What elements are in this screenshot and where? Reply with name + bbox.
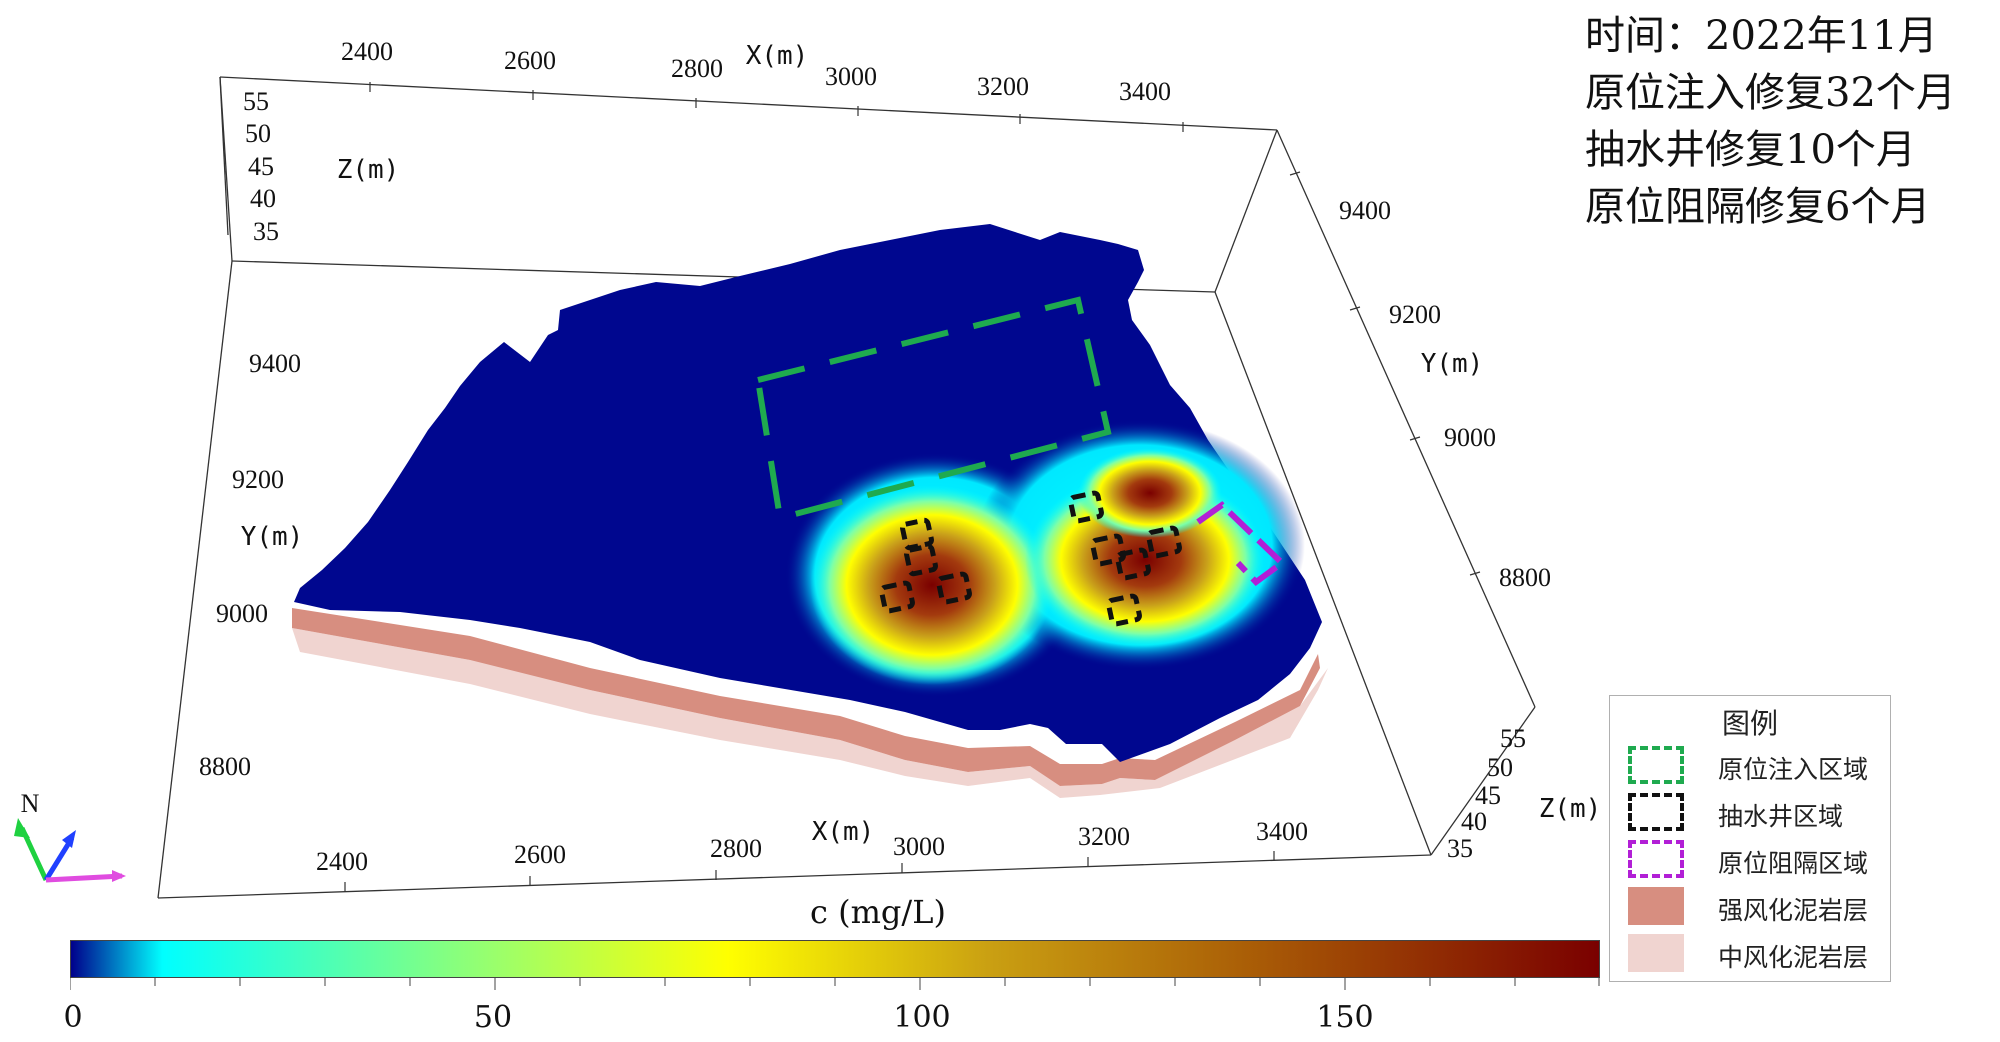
x-bottom-tick-3200: 3200 (1078, 822, 1130, 851)
north-label: N (21, 789, 40, 818)
y-right-tick-8800: 8800 (1499, 563, 1551, 592)
z-left-tick-45: 45 (248, 152, 274, 181)
z-right-tick-55: 55 (1500, 724, 1526, 753)
legend: 图例 原位注入区域 抽水井区域 原位阻隔区域 强风化泥岩层 中风化泥岩层 (1609, 695, 1891, 982)
legend-item-medium-weathered: 中风化泥岩层 (1628, 934, 1888, 976)
info-time: 时间：2022年11月 (1585, 13, 1938, 59)
x-bottom-tick-2400: 2400 (316, 847, 368, 876)
legend-swatch-medium-weathered (1628, 934, 1684, 972)
x-bottom-axis-label: X(m) (812, 817, 875, 847)
axis-tick-marks (344, 82, 1481, 892)
z-right-tick-35: 35 (1447, 834, 1473, 863)
z-right-tick-50: 50 (1487, 753, 1513, 782)
barrier-zone-outline (1196, 501, 1287, 586)
bounding-box (157, 76, 1536, 899)
y-right-axis-label: Y(m) (1421, 349, 1484, 379)
y-left-tick-9000: 9000 (216, 599, 268, 628)
legend-label-pumping: 抽水井区域 (1718, 802, 1844, 831)
x-bottom-tick-3000: 3000 (893, 832, 945, 861)
injection-zone-outline (754, 296, 1112, 522)
x-top-tick-3000: 3000 (825, 62, 877, 91)
x-bottom-tick-2800: 2800 (710, 834, 762, 863)
y-right-tick-9400: 9400 (1339, 196, 1391, 225)
legend-label-medium-weathered: 中风化泥岩层 (1718, 943, 1869, 972)
z-left-tick-55: 55 (243, 87, 269, 116)
y-left-tick-9200: 9200 (232, 465, 284, 494)
legend-label-strong-weathered: 强风化泥岩层 (1718, 896, 1869, 925)
legend-item-pumping: 抽水井区域 (1628, 793, 1888, 835)
z-left-tick-50: 50 (245, 119, 271, 148)
info-pumping-duration: 抽水井修复10个月 (1585, 127, 1916, 173)
north-arrow-icon (14, 818, 126, 883)
x-top-tick-3400: 3400 (1119, 77, 1171, 106)
x-top-axis-label: X(m) (746, 41, 809, 71)
z-right-tick-40: 40 (1461, 807, 1487, 836)
z-left-tick-40: 40 (250, 184, 276, 213)
colorbar-tick-50: 50 (473, 1000, 513, 1035)
x-bottom-tick-3400: 3400 (1256, 817, 1308, 846)
x-bottom-tick-2600: 2600 (514, 840, 566, 869)
legend-swatch-strong-weathered (1628, 887, 1684, 925)
y-left-tick-8800: 8800 (199, 752, 251, 781)
y-left-axis-label: Y(m) (241, 522, 304, 552)
legend-item-barrier: 原位阻隔区域 (1628, 840, 1888, 882)
legend-swatch-pumping (1628, 793, 1684, 831)
y-left-tick-9400: 9400 (249, 349, 301, 378)
legend-label-injection: 原位注入区域 (1718, 755, 1869, 784)
colorbar-tick-0: 0 (63, 1000, 83, 1035)
plume-hotspot-northeast (1078, 448, 1222, 538)
colorbar-title: c (mg/L) (810, 893, 946, 931)
z-right-axis-label: Z(m) (1539, 794, 1602, 824)
pumping-well-zones (879, 490, 1182, 627)
x-top-tick-3200: 3200 (977, 72, 1029, 101)
colorbar (70, 940, 1600, 978)
colorbar-tick-150: 150 (1316, 1000, 1374, 1035)
strong-weathered-layer (292, 608, 1320, 786)
legend-label-barrier: 原位阻隔区域 (1718, 849, 1869, 878)
x-top-tick-2800: 2800 (671, 54, 723, 83)
legend-item-strong-weathered: 强风化泥岩层 (1628, 887, 1888, 929)
info-barrier-duration: 原位阻隔修复6个月 (1585, 184, 1931, 230)
info-injection-duration: 原位注入修复32个月 (1585, 70, 1956, 116)
legend-swatch-injection (1628, 746, 1684, 784)
legend-title: 图例 (1721, 707, 1778, 740)
z-left-tick-35: 35 (253, 217, 279, 246)
colorbar-minor-ticks (70, 978, 1600, 990)
legend-swatch-barrier (1628, 840, 1684, 878)
y-right-tick-9000: 9000 (1444, 423, 1496, 452)
plume-hotspot-west (810, 485, 1054, 685)
remediation-info: 时间：2022年11月 原位注入修复32个月 抽水井修复10个月 原位阻隔修复6… (1585, 8, 1956, 236)
legend-item-injection: 原位注入区域 (1628, 746, 1888, 788)
colorbar-tick-100: 100 (893, 1000, 951, 1035)
y-right-tick-9200: 9200 (1389, 300, 1441, 329)
z-left-axis-label: Z(m) (337, 155, 400, 185)
z-right-tick-45: 45 (1475, 781, 1501, 810)
x-top-tick-2600: 2600 (504, 46, 556, 75)
x-top-tick-2400: 2400 (341, 37, 393, 66)
